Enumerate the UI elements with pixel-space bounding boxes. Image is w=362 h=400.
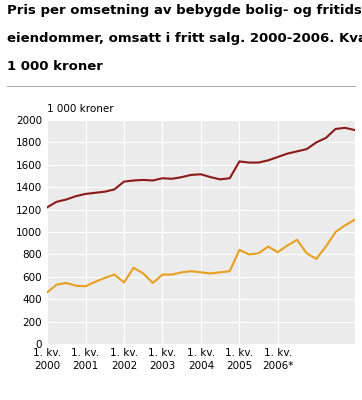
Fritid [343, 223, 347, 228]
Bolig [102, 189, 107, 194]
Bolig [237, 159, 241, 164]
Text: eiendommer, omsatt i fritt salg. 2000-2006. Kvartal.: eiendommer, omsatt i fritt salg. 2000-20… [7, 32, 362, 45]
Bolig [276, 154, 280, 159]
Bolig [45, 205, 49, 210]
Fritid [237, 248, 241, 252]
Bolig [209, 175, 213, 180]
Fritid [295, 238, 299, 242]
Text: 1 000 kroner: 1 000 kroner [47, 104, 114, 114]
Bolig [160, 176, 165, 181]
Fritid [333, 230, 338, 234]
Fritid [304, 251, 309, 256]
Bolig [247, 160, 251, 165]
Line: Fritid: Fritid [47, 220, 355, 292]
Bolig [256, 160, 261, 165]
Bolig [343, 126, 347, 130]
Fritid [170, 272, 174, 277]
Bolig [151, 178, 155, 183]
Text: Pris per omsetning av bebygde bolig- og fritids-: Pris per omsetning av bebygde bolig- og … [7, 4, 362, 17]
Bolig [93, 190, 97, 195]
Fritid [93, 280, 97, 284]
Bolig [180, 175, 184, 180]
Fritid [314, 256, 319, 261]
Bolig [285, 151, 290, 156]
Fritid [228, 269, 232, 274]
Fritid [151, 280, 155, 285]
Bolig [131, 178, 136, 183]
Fritid [189, 269, 193, 274]
Bolig [64, 197, 68, 202]
Fritid [209, 271, 213, 276]
Fritid [324, 244, 328, 249]
Fritid [218, 270, 222, 275]
Bolig [228, 176, 232, 181]
Fritid [55, 282, 59, 287]
Fritid [83, 284, 88, 289]
Bolig [170, 176, 174, 181]
Bolig [141, 178, 146, 182]
Bolig [112, 187, 117, 192]
Fritid [266, 244, 270, 249]
Bolig [266, 158, 270, 163]
Text: 1 000 kroner: 1 000 kroner [7, 60, 103, 73]
Bolig [55, 199, 59, 204]
Bolig [314, 140, 319, 145]
Bolig [324, 136, 328, 140]
Fritid [112, 272, 117, 277]
Fritid [285, 243, 290, 248]
Line: Bolig: Bolig [47, 128, 355, 207]
Bolig [304, 147, 309, 152]
Bolig [333, 126, 338, 131]
Fritid [353, 217, 357, 222]
Bolig [122, 179, 126, 184]
Bolig [218, 177, 222, 182]
Fritid [131, 266, 136, 270]
Fritid [141, 271, 146, 276]
Fritid [64, 280, 68, 285]
Fritid [122, 280, 126, 285]
Fritid [276, 250, 280, 254]
Fritid [160, 272, 165, 277]
Bolig [295, 149, 299, 154]
Fritid [102, 276, 107, 280]
Bolig [199, 172, 203, 177]
Bolig [189, 172, 193, 177]
Bolig [74, 194, 78, 198]
Fritid [180, 270, 184, 275]
Fritid [45, 290, 49, 295]
Fritid [256, 251, 261, 256]
Fritid [247, 252, 251, 257]
Fritid [74, 283, 78, 288]
Legend: Bolig, Fritid: Bolig, Fritid [129, 399, 273, 400]
Bolig [353, 128, 357, 132]
Fritid [199, 270, 203, 275]
Bolig [83, 192, 88, 196]
